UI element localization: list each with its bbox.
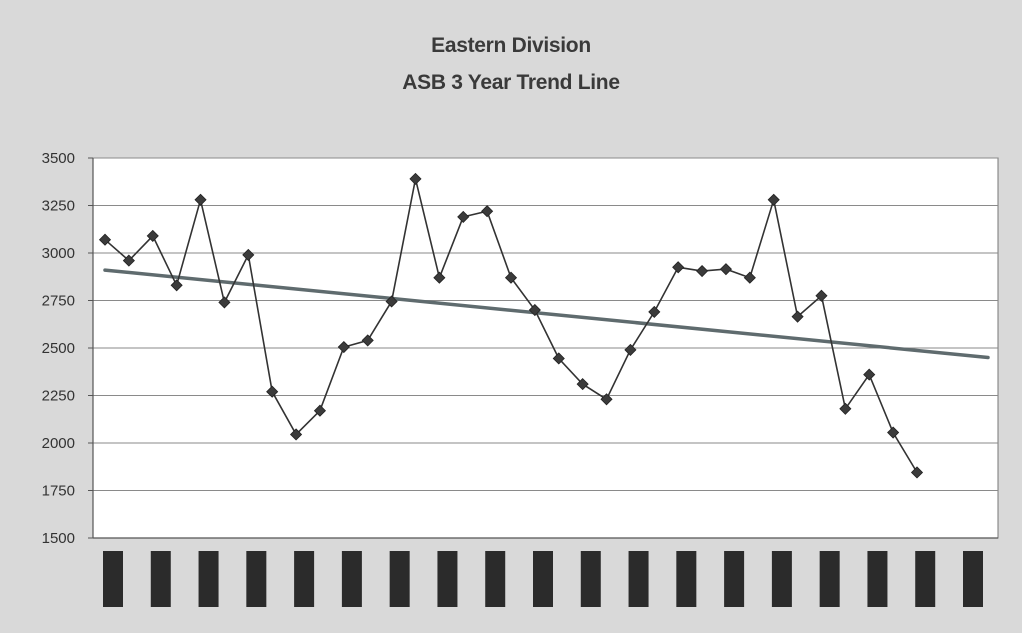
y-tick-label: 3250: [42, 198, 75, 215]
redacted-x-label: [150, 551, 171, 607]
chart-subtitle: ASB 3 Year Trend Line: [402, 71, 620, 94]
data-point: [648, 305, 661, 318]
redacted-x-label: [628, 551, 649, 607]
data-point: [337, 340, 350, 354]
redacted-x-label: [103, 551, 123, 607]
data-point: [672, 261, 685, 274]
data-point: [887, 426, 900, 439]
data-point: [695, 264, 709, 278]
data-point: [863, 368, 876, 381]
data-point: [839, 402, 852, 415]
data-point: [791, 310, 804, 323]
data-point: [361, 334, 374, 347]
redacted-x-label: [198, 551, 219, 607]
redacted-x-label: [485, 551, 506, 607]
data-point: [242, 248, 255, 261]
y-tick-label: 2750: [42, 293, 75, 310]
data-point: [170, 279, 183, 292]
y-tick-label: 2000: [42, 435, 75, 452]
data-point: [815, 289, 828, 302]
redacted-x-label: [771, 551, 792, 607]
data-point: [504, 271, 518, 284]
data-point: [385, 295, 398, 308]
data-point: [313, 404, 327, 417]
redacted-x-label: [246, 551, 267, 607]
redacted-x-label: [676, 551, 697, 607]
data-point: [576, 378, 589, 391]
redacted-x-label: [963, 551, 983, 607]
data-point: [552, 352, 565, 365]
redacted-x-label: [724, 551, 745, 607]
redacted-x-label: [533, 551, 553, 607]
y-tick-label: 3500: [42, 150, 75, 167]
chart-title: Eastern Division: [431, 34, 591, 57]
data-point: [481, 205, 494, 218]
data-point: [767, 193, 780, 206]
redacted-x-label: [389, 551, 410, 607]
redacted-x-label: [819, 551, 840, 607]
data-point: [719, 263, 733, 276]
data-point: [433, 271, 446, 284]
redacted-x-label: [294, 551, 315, 607]
redacted-x-label: [580, 551, 601, 607]
redacted-x-label: [341, 551, 362, 607]
redacted-x-label: [437, 551, 458, 607]
data-point: [409, 172, 422, 185]
trend-line: [103, 268, 990, 360]
y-tick-label: 1500: [42, 530, 75, 547]
data-point: [146, 229, 159, 242]
data-point: [910, 466, 924, 479]
redacted-x-label: [915, 551, 936, 607]
data-point: [600, 393, 613, 406]
redacted-x-label: [867, 551, 888, 607]
data-point: [266, 385, 279, 398]
y-tick-label: 2250: [42, 388, 75, 405]
data-point: [289, 428, 303, 441]
data-point: [218, 296, 231, 309]
y-tick-label: 2500: [42, 340, 75, 357]
data-point: [624, 343, 637, 356]
data-point: [743, 271, 756, 284]
y-tick-label: 3000: [42, 245, 75, 262]
data-point: [122, 254, 135, 267]
y-tick-label: 1750: [42, 483, 75, 500]
data-point: [194, 193, 207, 206]
data-point: [457, 210, 470, 223]
data-point: [98, 233, 112, 246]
data-point: [528, 303, 541, 317]
